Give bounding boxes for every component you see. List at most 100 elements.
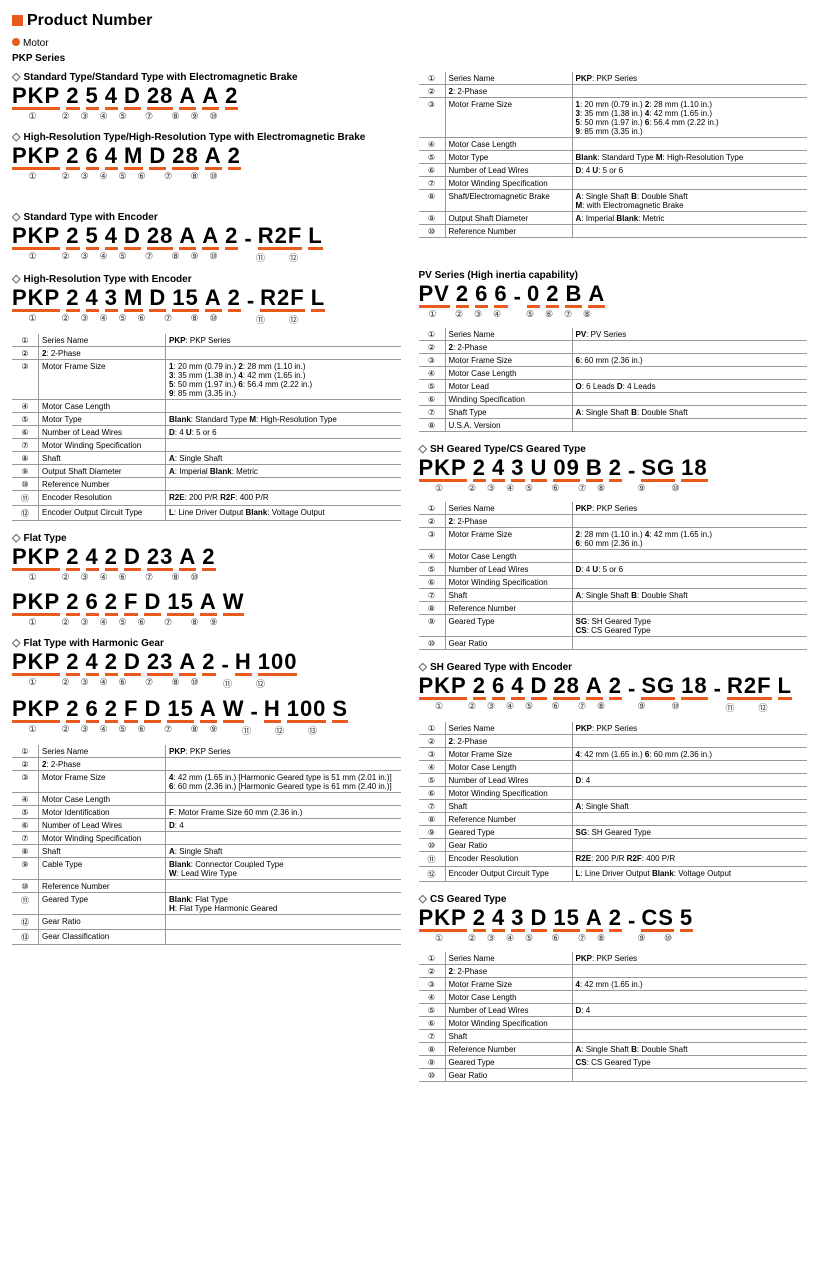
- code-number: ②: [453, 309, 466, 320]
- code-segment: 5: [680, 907, 693, 932]
- table-row: ⑩Gear Ratio: [419, 1069, 808, 1082]
- code-t2: PKP264MD28A2①②③④⑤⑥⑦⑧⑩: [12, 145, 401, 182]
- type-t2: ◇High-Resolution Type/High-Resolution Ty…: [12, 130, 401, 143]
- type-sh: ◇SH Geared Type/CS Geared Type: [419, 442, 808, 455]
- code-number: ⑫: [287, 251, 300, 264]
- left-column: Motor PKP Series ◇Standard Type/Standard…: [12, 36, 401, 1092]
- code-segment: A: [205, 287, 222, 312]
- code-segment: B: [586, 457, 603, 482]
- code-segment: 2: [473, 675, 486, 700]
- code-segment: 4: [511, 675, 524, 700]
- code-number: ③: [485, 701, 498, 714]
- code-number: ②: [59, 724, 72, 737]
- code-number: ⑦: [576, 933, 589, 944]
- table-row: ⑬Gear Classification: [12, 930, 401, 945]
- diamond-icon: ◇: [12, 130, 20, 143]
- code-number: ④: [504, 701, 517, 714]
- code-number: ⑧: [169, 111, 182, 122]
- code-number: ③: [472, 309, 485, 320]
- table-row: ⑨Geared TypeSG: SH Geared Type: [419, 826, 808, 839]
- code-number: ⑥: [542, 483, 570, 494]
- code-segment: 2: [66, 698, 79, 723]
- table-row: ⑤Motor LeadO: 6 Leads D: 4 Leads: [419, 380, 808, 393]
- code-number: ⑩: [207, 171, 220, 182]
- diamond-icon: ◇: [12, 210, 20, 223]
- code-segment: PKP: [12, 225, 60, 250]
- table-row: ⑦Motor Winding Specification: [12, 832, 401, 845]
- code-segment: PKP: [419, 675, 467, 700]
- code-t4: PKP243MD15A2-R2FL①②③④⑤⑥⑦⑧⑩⑪⑫: [12, 287, 401, 326]
- code-segment: D: [144, 591, 161, 616]
- code-segment: R2F: [258, 225, 303, 250]
- code-segment: 15: [167, 591, 193, 616]
- code-t1: PKP254D28AA2①②③④⑤⑦⑧⑨⑩: [12, 85, 401, 122]
- code-t3: PKP254D28AA2-R2FL①②③④⑤⑦⑧⑨⑩⑪⑫: [12, 225, 401, 264]
- table-row: ⑪Geared TypeBlank: Flat TypeH: Flat Type…: [12, 893, 401, 915]
- code-segment: 2: [609, 675, 622, 700]
- type-cs: ◇CS Geared Type: [419, 892, 808, 905]
- code-number: ③: [485, 483, 498, 494]
- code-segment: L: [311, 287, 325, 312]
- table-row: ⑦Shaft: [419, 1030, 808, 1043]
- code-number: ⑦: [562, 309, 575, 320]
- code-sh: PKP243U09B2-SG18①②③④⑤⑥⑦⑧⑨⑩: [419, 457, 808, 494]
- code-number: ⑦: [135, 251, 163, 264]
- code-number: ②: [59, 313, 72, 326]
- code-number: ①: [419, 933, 460, 944]
- code-segment: F: [124, 698, 138, 723]
- table-row: ⑥Motor Winding Specification: [419, 787, 808, 800]
- table-encoder: ①Series NamePKP: PKP Series②2: 2-Phase③M…: [12, 334, 401, 521]
- table-row: ⑤Number of Lead WiresD: 4: [419, 774, 808, 787]
- code-segment: D: [124, 225, 141, 250]
- code-number: ④: [504, 933, 517, 944]
- code-number: [226, 724, 234, 737]
- code-segment: 15: [167, 698, 193, 723]
- code-number: ③: [78, 251, 91, 264]
- code-number: ⑥: [135, 724, 148, 737]
- code-segment: A: [179, 85, 196, 110]
- code-number: ⑪: [240, 251, 281, 264]
- code-number: ③: [78, 171, 91, 182]
- code-number: ⑥: [135, 313, 148, 326]
- code-segment: 15: [553, 907, 579, 932]
- code-number: ⑧: [188, 171, 201, 182]
- diamond-icon: ◇: [12, 636, 20, 649]
- table-row: ③Motor Frame Size2: 28 mm (1.10 in.) 4: …: [419, 528, 808, 550]
- code-number: ④: [97, 313, 110, 326]
- code-segment: 2: [66, 546, 79, 571]
- code-number: ⑨: [628, 933, 656, 944]
- code-number: ⑧: [581, 309, 594, 320]
- table-she: ①Series NamePKP: PKP Series②2: 2-Phase③M…: [419, 722, 808, 882]
- code-segment: 18: [681, 457, 707, 482]
- code-number: ⑨: [188, 111, 201, 122]
- code-number: ①: [419, 483, 460, 494]
- code-segment: S: [332, 698, 348, 723]
- code-number: ⑫: [287, 313, 300, 326]
- code-number: ⑤: [524, 309, 537, 320]
- code-segment: D: [149, 287, 166, 312]
- code-number: ②: [466, 933, 479, 944]
- table-row: ⑫Encoder Output Circuit TypeL: Line Driv…: [419, 867, 808, 882]
- code-number: ③: [78, 313, 91, 326]
- table-row: ③Motor Frame Size4: 42 mm (1.65 in.) 6: …: [419, 748, 808, 761]
- table-row: ⑥Number of Lead WiresD: 4 U: 5 or 6: [12, 426, 401, 439]
- code-number: ⑩: [207, 313, 220, 326]
- code-segment: A: [205, 145, 222, 170]
- code-number: ⑧: [188, 724, 201, 737]
- table-row: ②2: 2-Phase: [12, 347, 401, 360]
- code-number: ⑫: [259, 724, 300, 737]
- type-t5: ◇Flat Type: [12, 531, 401, 544]
- code-segment: B: [565, 283, 582, 308]
- code-segment: 5: [86, 85, 99, 110]
- table-row: ⑩Gear Ratio: [419, 637, 808, 650]
- code-segment: D: [124, 651, 141, 676]
- code-segment: -: [628, 678, 635, 700]
- code-segment: U: [531, 457, 548, 482]
- code-segment: A: [179, 225, 196, 250]
- code-segment: -: [714, 678, 721, 700]
- code-number: ③: [78, 677, 91, 690]
- code-segment: 2: [105, 591, 118, 616]
- table-row: ⑦Motor Winding Specification: [12, 439, 401, 452]
- code-number: ①: [419, 701, 460, 714]
- table-row: ④Motor Case Length: [419, 761, 808, 774]
